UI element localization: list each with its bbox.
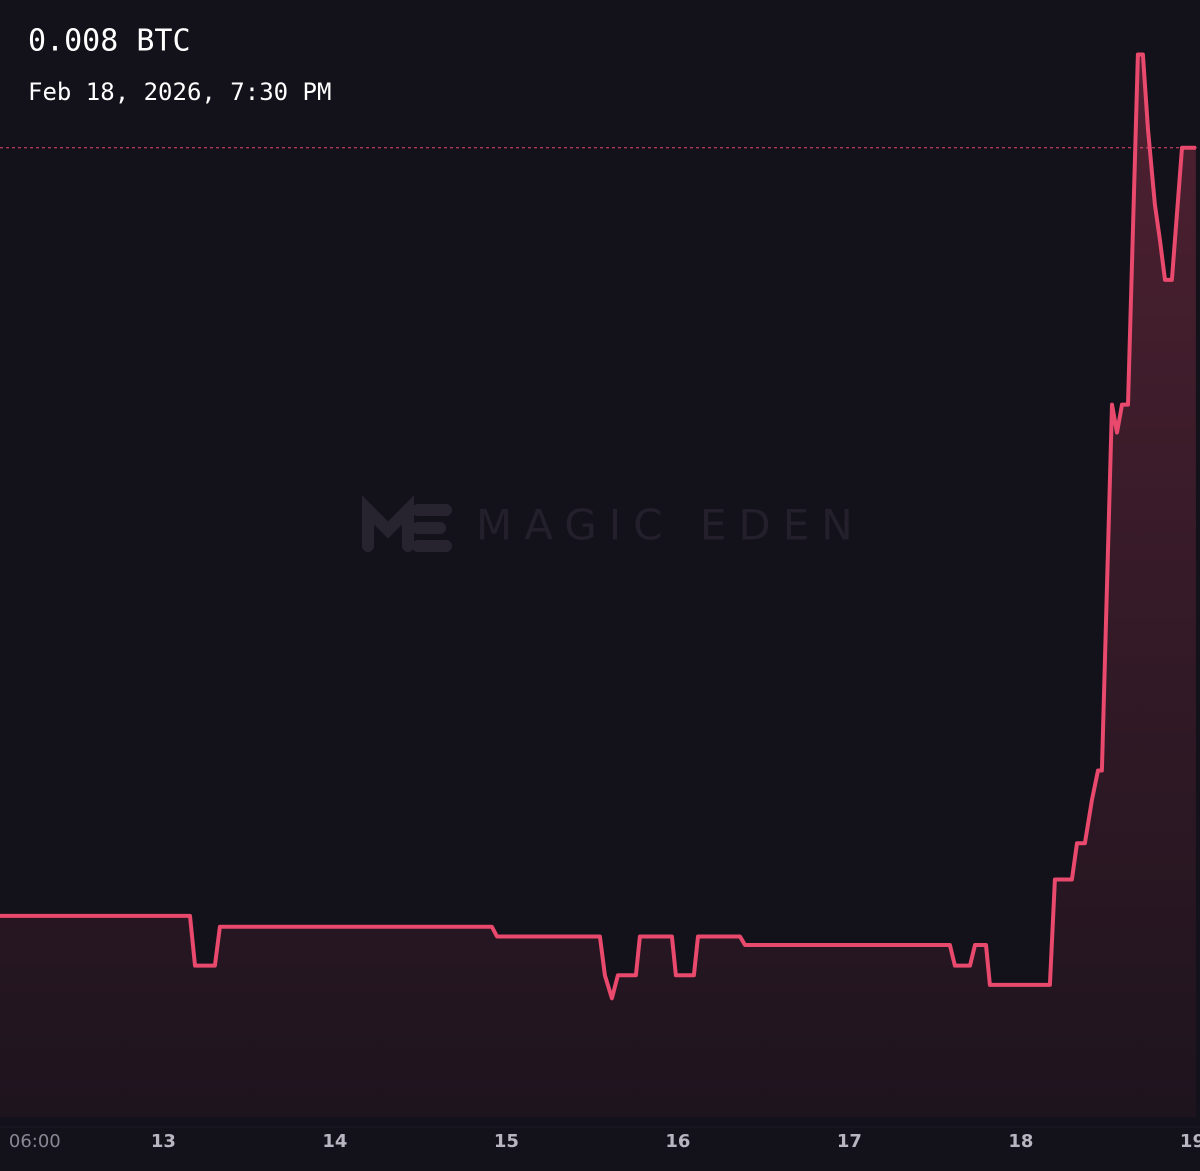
x-tick-label: 15 xyxy=(494,1131,519,1152)
x-tick-label: 18 xyxy=(1008,1131,1033,1152)
x-tick-label: 13 xyxy=(151,1131,176,1152)
x-tick-label: 17 xyxy=(837,1131,862,1152)
x-tick-label: 14 xyxy=(322,1131,347,1152)
area xyxy=(0,54,1196,1117)
watermark-logo xyxy=(362,495,452,552)
price: 0.008 BTC xyxy=(28,24,191,59)
timestamp: Feb 18, 2026, 7:30 PM xyxy=(28,78,331,106)
x-tick-label: 16 xyxy=(665,1131,690,1152)
watermark: MAGIC EDEN xyxy=(476,501,865,550)
x-tick-label: 19 xyxy=(1180,1131,1200,1152)
x-tick-label: 06:00 xyxy=(9,1131,61,1152)
line xyxy=(0,52,1196,1001)
